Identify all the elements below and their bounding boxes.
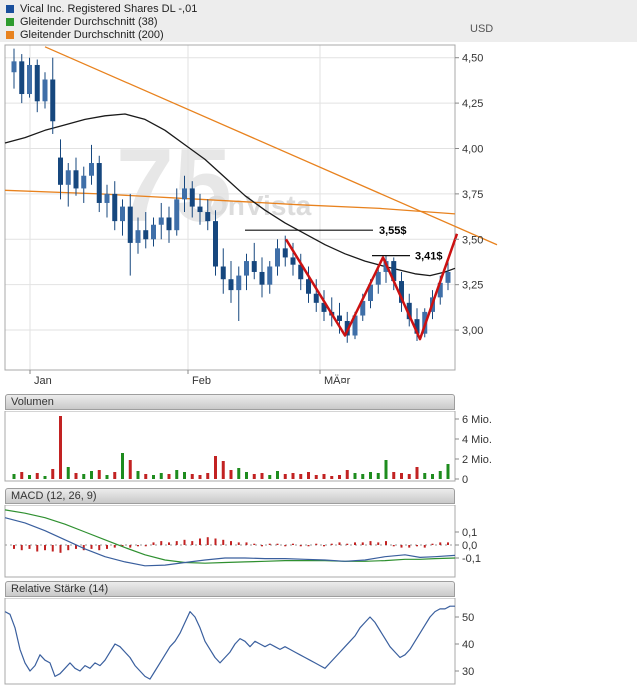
rsi-axis-label: 40 (462, 639, 474, 651)
price-axis-label: 4,25 (462, 98, 483, 110)
volume-chart: 6 Mio. 4 Mio. 2 Mio. 0 (4, 411, 492, 486)
macd-chart: 0,10,0-0,1 (4, 505, 481, 578)
legend-item-gd38: Gleitender Durchschnitt (38) (6, 16, 158, 28)
macd-axis-label: -0,1 (462, 553, 481, 565)
price-axis-label: 3,50 (462, 234, 483, 246)
legend-gd200-label: Gleitender Durchschnitt (200) (20, 29, 164, 41)
legend-item-gd200: Gleitender Durchschnitt (200) (6, 29, 164, 41)
volume-axis-label: 2 Mio. (462, 454, 492, 466)
price-axis-label: 3,75 (462, 189, 483, 201)
month-axis-label: MÄ¤r (324, 375, 351, 387)
macd-axis-label: 0,0 (462, 540, 477, 552)
macd-panel-header: MACD (12, 26, 9) (5, 488, 455, 504)
onvista-logo-watermark: 75 (116, 128, 232, 244)
rsi-panel-header: Relative Stärke (14) (5, 581, 455, 597)
price-chart: 3,55$ 3,41$ 4,50 4,25 4,00 3,75 3,50 3,25 3,00 Ja… (4, 44, 498, 387)
legend-gd38-label: Gleitender Durchschnitt (38) (20, 16, 158, 28)
price-axis-label: 3,25 (462, 280, 483, 292)
series-color-swatch (6, 5, 14, 13)
month-axis-label: Jan (34, 375, 52, 387)
volume-axis-label: 0 (462, 474, 468, 486)
price-annotation: 3,55$ (379, 225, 407, 237)
legend: Vical Inc. Registered Shares DL -,01 Gle… (0, 0, 637, 42)
volume-axis-label: 6 Mio. (462, 414, 492, 426)
gd200-color-swatch (6, 31, 14, 39)
rsi-axis-label: 30 (462, 666, 474, 678)
legend-item-series: Vical Inc. Registered Shares DL -,01 (6, 3, 197, 15)
macd-axis-label: 0,1 (462, 527, 477, 539)
price-annotation: 3,41$ (415, 251, 443, 263)
month-axis-label: Feb (192, 375, 211, 387)
price-axis-label: 3,00 (462, 325, 483, 337)
macd-panel-title: MACD (12, 26, 9) (11, 490, 97, 502)
price-axis-label: 4,50 (462, 53, 483, 65)
rsi-axis-label: 50 (462, 612, 474, 624)
volume-panel-header: Volumen (5, 394, 455, 410)
price-axis-label: 4,00 (462, 143, 483, 155)
volume-panel-title: Volumen (11, 396, 54, 408)
gd38-color-swatch (6, 18, 14, 26)
rsi-chart: 50 40 30 (4, 598, 474, 685)
rsi-panel-title: Relative Stärke (14) (11, 583, 109, 595)
currency-label: USD (470, 23, 494, 35)
legend-series-label: Vical Inc. Registered Shares DL -,01 (20, 3, 198, 15)
volume-axis-label: 4 Mio. (462, 434, 492, 446)
